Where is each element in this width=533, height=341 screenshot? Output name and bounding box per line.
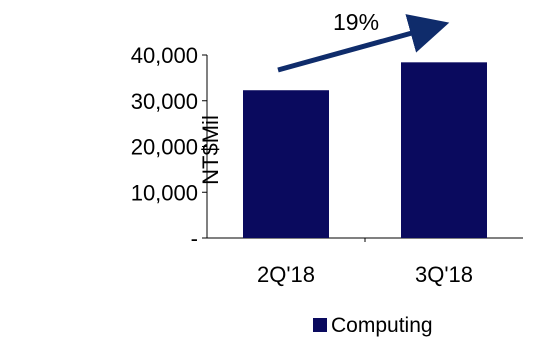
legend-swatch-computing xyxy=(313,318,327,332)
y-axis-title: NT$Mil xyxy=(198,115,223,185)
y-tick-label: 40,000 xyxy=(131,43,198,68)
y-ticks: - 10,000 20,000 30,000 40,000 xyxy=(131,43,207,251)
y-tick-label: 10,000 xyxy=(131,180,198,205)
growth-arrow xyxy=(277,14,450,73)
bar-2 xyxy=(401,62,487,238)
growth-label: 19% xyxy=(333,9,379,35)
y-tick-label: 30,000 xyxy=(131,89,198,114)
y-tick-label: 20,000 xyxy=(131,135,198,160)
x-tick-labels: 2Q'18 3Q'18 xyxy=(257,238,473,287)
bars xyxy=(243,62,487,238)
y-tick-label: - xyxy=(191,226,198,251)
legend: Computing xyxy=(313,314,433,337)
growth-annotation: 19% xyxy=(277,9,450,73)
bar-1 xyxy=(243,90,329,238)
legend-label-computing: Computing xyxy=(331,314,433,337)
x-tick-label: 3Q'18 xyxy=(415,262,473,287)
x-tick-label: 2Q'18 xyxy=(257,262,315,287)
